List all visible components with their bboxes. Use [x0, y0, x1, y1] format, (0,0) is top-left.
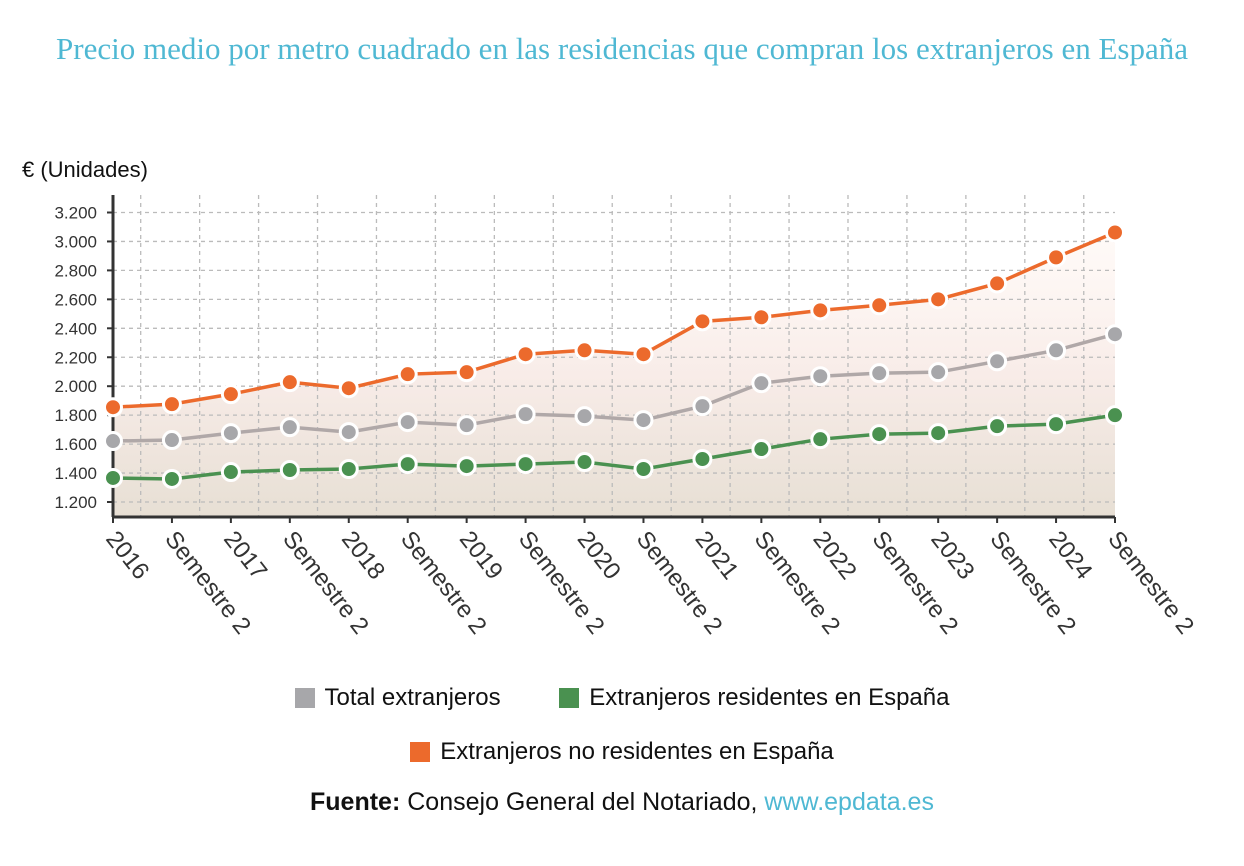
legend-item-total[interactable]: Total extranjeros	[294, 684, 501, 712]
series-total-extranjeros	[103, 324, 1125, 452]
y-axis-label: € (Unidades)	[22, 157, 148, 182]
data-point	[161, 430, 182, 451]
data-point	[633, 410, 654, 431]
data-point	[928, 423, 949, 444]
data-point	[220, 384, 241, 405]
data-point	[987, 416, 1008, 437]
data-point	[515, 404, 536, 425]
data-point	[1105, 222, 1125, 243]
data-point	[751, 307, 772, 328]
y-tick-label: 2.600	[54, 290, 97, 309]
series-line	[112, 230, 1116, 409]
legend-label: Extranjeros no residentes en España	[440, 738, 834, 765]
x-tick-label: 2023	[925, 526, 979, 585]
data-point	[1105, 324, 1125, 345]
source-note: Fuente: Consejo General del Notariado, w…	[0, 788, 1244, 817]
data-point	[103, 431, 123, 452]
data-point	[220, 462, 241, 483]
legend-label: Extranjeros residentes en España	[589, 684, 950, 711]
data-point	[869, 363, 890, 384]
y-tick-label: 1.600	[54, 435, 97, 454]
data-point	[1105, 405, 1125, 426]
y-tick-label: 1.800	[54, 406, 97, 425]
area-fill	[113, 232, 1115, 517]
legend-item-no-residentes[interactable]: Extranjeros no residentes en España	[410, 738, 834, 766]
x-tick-label: 2020	[572, 526, 626, 585]
data-point	[338, 458, 359, 479]
data-point	[751, 373, 772, 394]
y-tick-label: 1.400	[54, 464, 97, 483]
data-point	[515, 454, 536, 475]
data-point	[220, 423, 241, 444]
data-point	[279, 460, 300, 481]
data-point	[633, 344, 654, 365]
series-extranjeros-no-residentes-en-espa-a	[103, 222, 1125, 418]
y-tick-label: 2.400	[54, 319, 97, 338]
data-point	[574, 340, 595, 361]
data-point	[869, 295, 890, 316]
y-tick-label: 3.000	[54, 232, 97, 251]
data-point	[456, 415, 477, 436]
y-tick-label: 2.800	[54, 261, 97, 280]
data-point	[1046, 414, 1067, 435]
data-point	[1046, 247, 1067, 268]
source-text: Consejo General del Notariado,	[407, 788, 758, 816]
data-point	[397, 364, 418, 385]
data-point	[810, 300, 831, 321]
source-link[interactable]: www.epdata.es	[764, 788, 934, 816]
data-point	[928, 362, 949, 383]
x-tick-label: Semestre 2	[1102, 526, 1199, 639]
x-tick-label: 2019	[454, 526, 508, 585]
data-point	[987, 273, 1008, 294]
data-point	[810, 366, 831, 387]
data-point	[279, 372, 300, 393]
x-tick-label: 2016	[100, 526, 154, 585]
data-point	[397, 454, 418, 475]
data-point	[810, 429, 831, 450]
data-point	[103, 467, 123, 488]
data-point	[161, 394, 182, 415]
data-point	[515, 344, 536, 365]
legend-swatch	[410, 742, 431, 762]
legend-swatch	[559, 688, 580, 708]
legend-item-residentes[interactable]: Extranjeros residentes en España	[559, 684, 949, 712]
y-tick-label: 2.200	[54, 348, 97, 367]
data-point	[692, 396, 713, 417]
x-tick-label: 2018	[336, 526, 390, 585]
data-point	[987, 351, 1008, 372]
data-point	[103, 397, 123, 418]
data-point	[338, 378, 359, 399]
legend: Total extranjeros Extranjeros residentes…	[0, 684, 1244, 715]
data-point	[692, 311, 713, 332]
chart-title: Precio medio por metro cuadrado en las r…	[56, 31, 1188, 66]
data-point	[869, 424, 890, 445]
y-tick-label: 3.200	[54, 204, 97, 223]
y-tick-label: 2.000	[54, 377, 97, 396]
data-point	[397, 412, 418, 433]
data-point	[928, 289, 949, 310]
data-point	[692, 449, 713, 470]
x-tick-label: 2017	[218, 526, 272, 585]
legend-row-2: Extranjeros no residentes en España	[0, 738, 1244, 769]
data-point	[633, 458, 654, 479]
data-point	[574, 452, 595, 473]
data-point	[279, 417, 300, 438]
data-point	[1046, 340, 1067, 361]
legend-swatch	[294, 688, 315, 708]
data-point	[338, 422, 359, 443]
x-tick-label: 2021	[690, 526, 744, 585]
legend-label: Total extranjeros	[324, 684, 501, 711]
y-tick-label: 1.200	[54, 493, 97, 512]
data-point	[574, 406, 595, 427]
data-point	[751, 439, 772, 460]
x-tick-label: 2024	[1043, 526, 1097, 585]
data-point	[161, 468, 182, 489]
data-point	[456, 362, 477, 383]
source-label: Fuente:	[310, 788, 401, 816]
series-extranjeros-residentes-en-espa-a	[103, 405, 1125, 489]
data-point	[456, 456, 477, 477]
x-tick-label: 2022	[808, 526, 862, 585]
